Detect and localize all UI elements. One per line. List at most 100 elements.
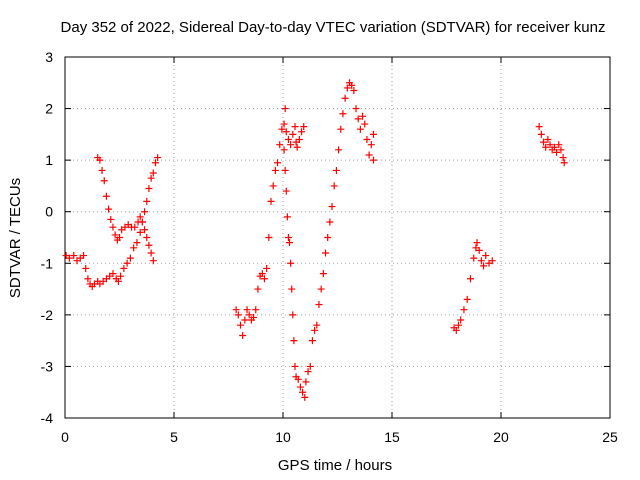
- data-point: [274, 159, 282, 167]
- data-point: [133, 239, 141, 247]
- data-point: [96, 156, 104, 164]
- y-tick-label: -4: [41, 410, 54, 426]
- data-point: [265, 234, 273, 241]
- data-point: [302, 378, 310, 386]
- data-point: [304, 368, 312, 376]
- series-segment-1-high: [94, 154, 157, 265]
- data-point: [278, 125, 286, 133]
- data-point: [354, 115, 362, 123]
- data-point: [296, 383, 304, 391]
- data-point: [136, 228, 144, 236]
- data-point: [232, 306, 240, 314]
- data-point: [555, 141, 563, 149]
- data-point: [291, 362, 299, 370]
- data-point: [546, 141, 554, 149]
- data-point: [322, 249, 330, 257]
- data-point: [100, 177, 108, 185]
- data-point: [282, 128, 290, 136]
- data-point: [324, 234, 332, 241]
- x-tick-label: 20: [493, 429, 509, 445]
- data-point: [454, 321, 462, 329]
- data-point: [98, 166, 106, 174]
- data-point: [149, 169, 157, 177]
- x-tick-label: 15: [384, 429, 400, 445]
- series-segment-2: [232, 105, 308, 339]
- series-segment-4: [450, 239, 496, 334]
- data-point: [241, 316, 249, 324]
- data-point: [473, 239, 481, 247]
- data-point: [293, 143, 301, 151]
- data-point: [295, 136, 303, 144]
- data-point: [559, 154, 567, 162]
- data-point: [143, 197, 151, 205]
- data-point: [308, 337, 316, 345]
- data-point: [313, 321, 321, 329]
- data-point: [145, 241, 153, 249]
- data-point: [141, 226, 149, 234]
- data-point: [560, 159, 568, 167]
- data-point: [311, 326, 319, 334]
- data-point: [550, 143, 558, 151]
- data-point: [470, 254, 478, 262]
- data-point: [367, 141, 375, 149]
- axis-ticks: [64, 56, 611, 419]
- data-point: [287, 141, 295, 149]
- data-point: [294, 375, 302, 383]
- x-tick-labels: 0 5 10 15 20 25: [61, 429, 618, 445]
- chart-title: Day 352 of 2022, Sidereal Day-to-day VTE…: [61, 19, 606, 36]
- data-point: [120, 264, 128, 272]
- data-point: [544, 136, 552, 144]
- data-point: [111, 231, 119, 239]
- data-point: [289, 311, 297, 319]
- series-segment-5: [535, 123, 568, 167]
- data-point: [337, 125, 345, 133]
- data-point: [70, 252, 78, 260]
- data-point: [343, 84, 351, 92]
- data-point: [243, 306, 251, 314]
- data-point: [281, 105, 289, 113]
- data-point: [252, 306, 260, 314]
- x-axis-label: GPS time / hours: [278, 457, 392, 474]
- data-point: [369, 156, 377, 164]
- x-tick-label: 10: [275, 429, 291, 445]
- data-point: [542, 143, 550, 151]
- x-tick-label: 0: [61, 429, 69, 445]
- data-point: [116, 234, 123, 241]
- data-point: [348, 81, 356, 89]
- data-point: [102, 192, 110, 200]
- data-point: [463, 295, 471, 303]
- y-axis-label: SDTVAR / TECUs: [7, 178, 24, 298]
- data-point: [300, 123, 308, 131]
- data-point: [84, 275, 92, 283]
- data-point: [328, 203, 336, 211]
- data-point: [361, 120, 369, 128]
- data-point: [540, 138, 548, 146]
- data-point: [281, 166, 289, 174]
- data-point: [369, 130, 377, 138]
- series-segment-1-low: [62, 154, 162, 290]
- data-point: [254, 285, 262, 293]
- data-point: [553, 148, 561, 156]
- data-point: [141, 208, 149, 216]
- data-point: [143, 234, 151, 241]
- data-point: [535, 123, 543, 131]
- plot-frame: [64, 56, 611, 419]
- data-point: [330, 182, 338, 190]
- data-point: [299, 388, 307, 396]
- data-point: [460, 306, 468, 314]
- data-point: [109, 223, 117, 231]
- data-point: [457, 316, 465, 324]
- data-point: [267, 197, 275, 205]
- data-point: [154, 154, 162, 162]
- data-point: [284, 234, 292, 241]
- data-point: [306, 362, 314, 370]
- data-point: [131, 223, 139, 231]
- data-point: [284, 136, 292, 144]
- data-point: [317, 285, 325, 293]
- data-point: [286, 239, 294, 247]
- data-point: [245, 311, 253, 319]
- data-point: [326, 218, 334, 226]
- data-point: [488, 257, 496, 265]
- data-point: [130, 244, 138, 252]
